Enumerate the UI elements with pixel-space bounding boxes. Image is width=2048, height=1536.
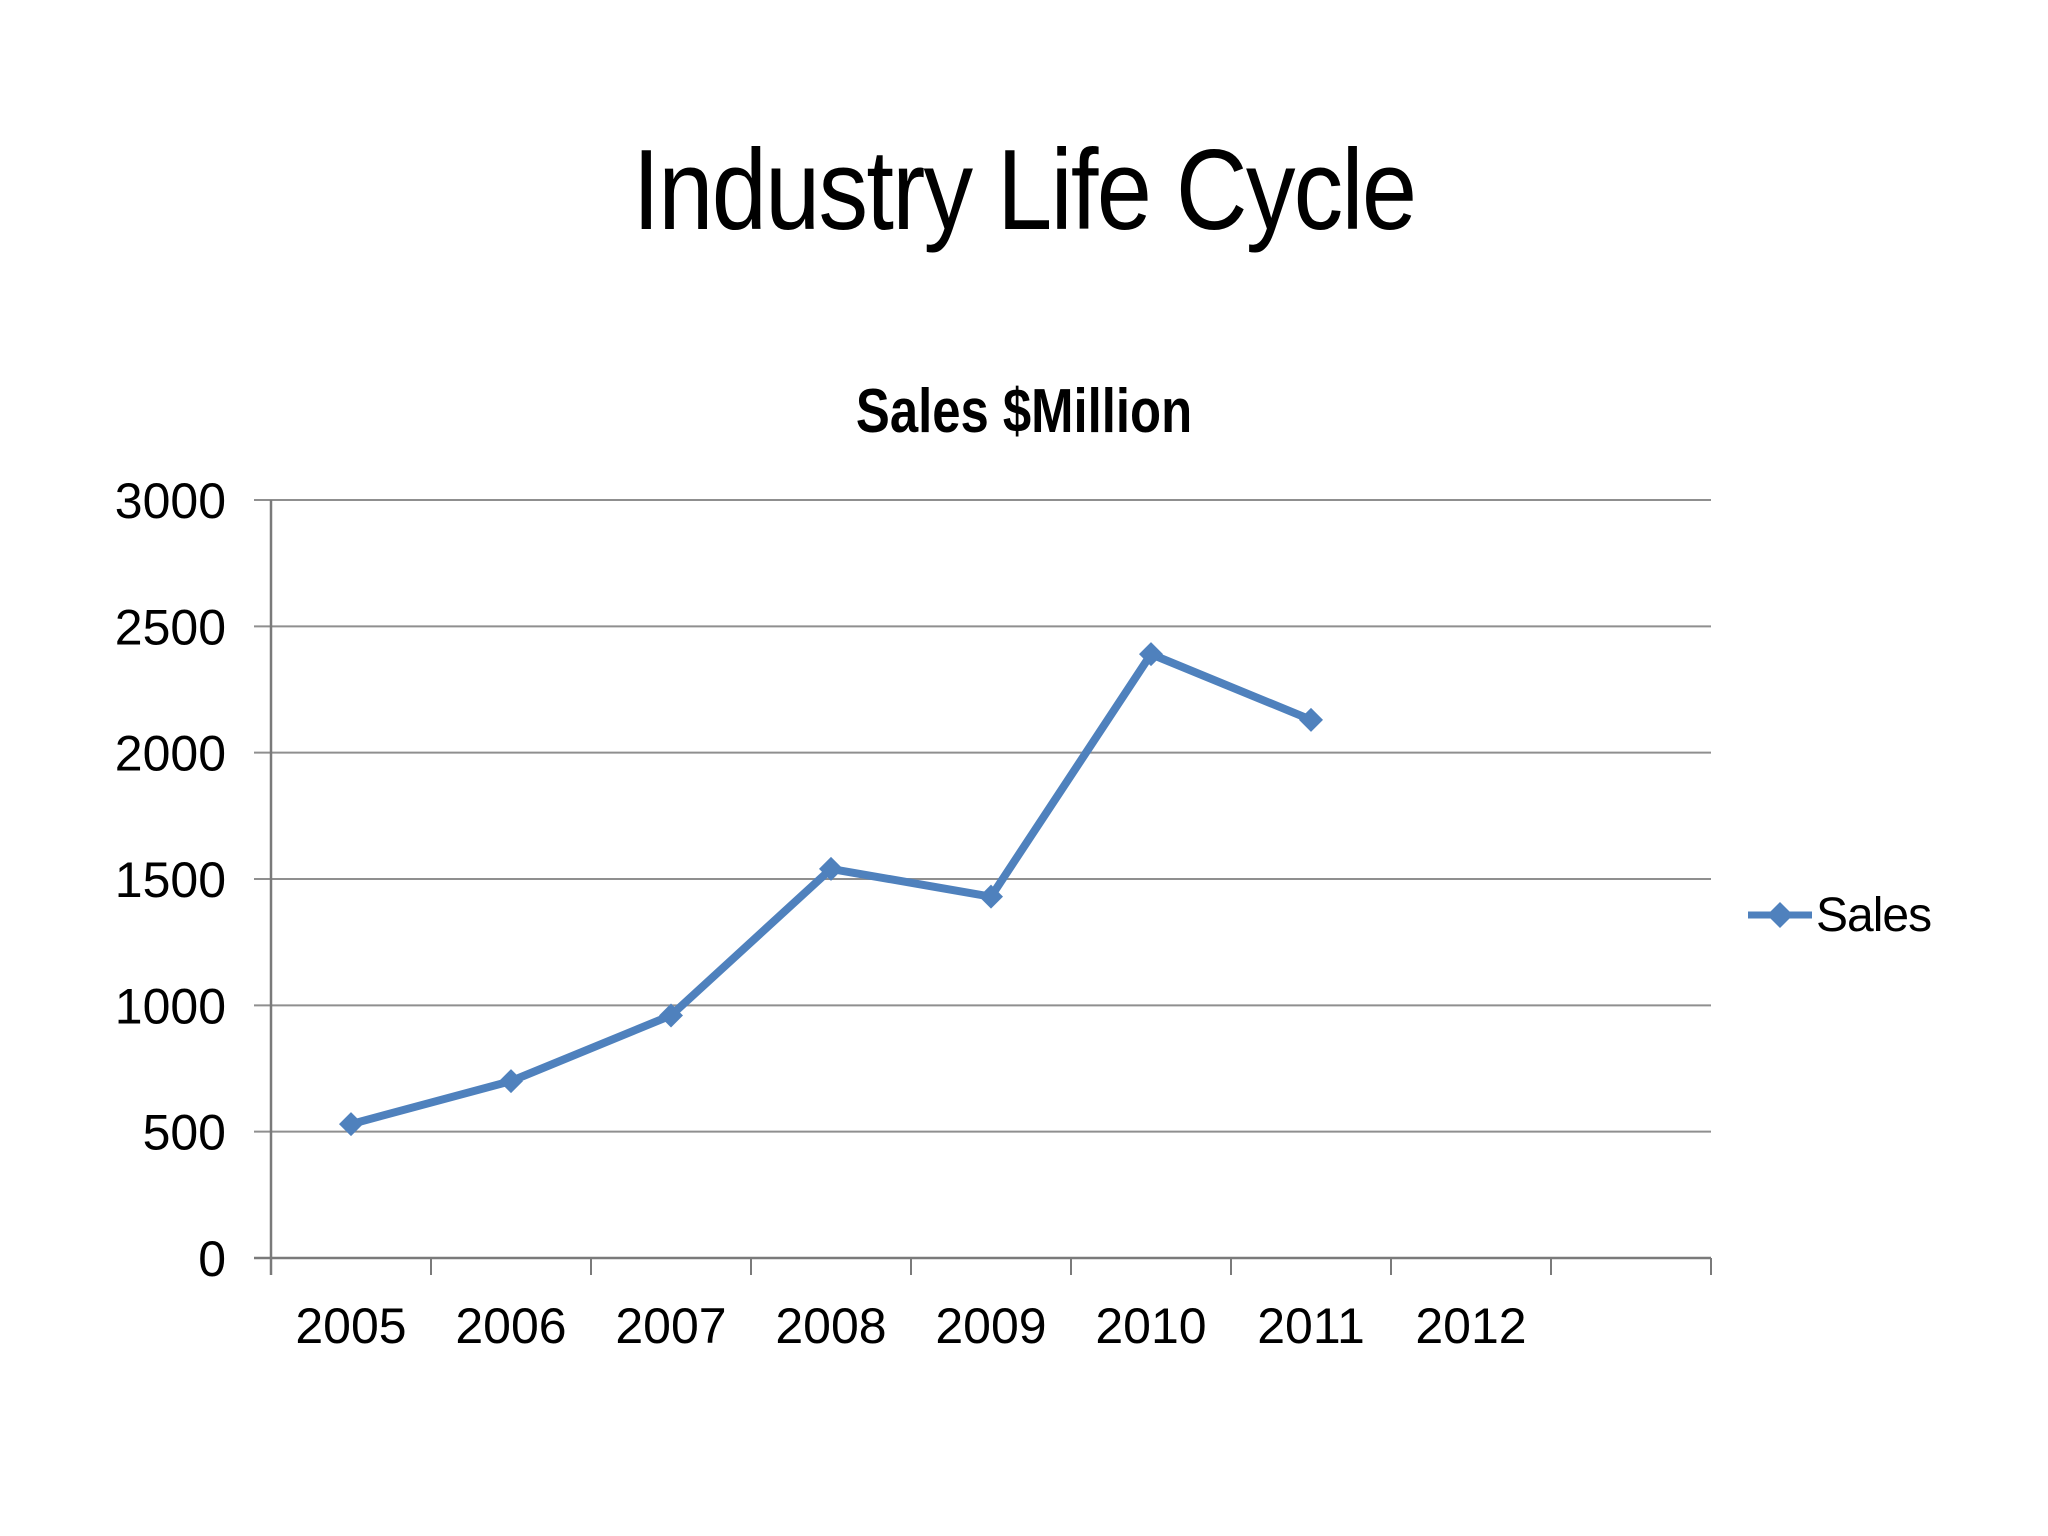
x-tick-label-2009: 2009 <box>935 1298 1046 1354</box>
y-tick-label-2000: 2000 <box>115 726 226 782</box>
y-tick-label-1500: 1500 <box>115 852 226 908</box>
x-tick-label-2010: 2010 <box>1095 1298 1206 1354</box>
legend-diamond-icon <box>1767 902 1793 928</box>
data-point-sales-2006 <box>499 1069 523 1094</box>
y-tick-label-2500: 2500 <box>115 599 226 655</box>
data-point-sales-2011 <box>1299 707 1323 732</box>
legend: Sales <box>1746 885 1932 945</box>
chart-title-text: Sales $Million <box>855 377 1193 446</box>
data-point-sales-2007 <box>659 1003 683 1028</box>
x-tick-label-2006: 2006 <box>455 1298 566 1354</box>
data-point-sales-2005 <box>339 1112 363 1137</box>
data-point-sales-2008 <box>819 856 843 881</box>
series-line-sales <box>347 650 1315 1129</box>
y-tick-label-0: 0 <box>198 1231 226 1287</box>
page-title: Industry Life Cycle <box>0 127 2048 254</box>
data-point-sales-2010 <box>1139 642 1163 667</box>
x-tick-label-2012: 2012 <box>1415 1298 1526 1354</box>
x-tick-label-2005: 2005 <box>295 1298 406 1354</box>
page-title-text: Industry Life Cycle <box>632 127 1417 254</box>
x-tick-label-2011: 2011 <box>1257 1298 1365 1354</box>
chart-title: Sales $Million <box>0 377 2048 446</box>
legend-label: Sales <box>1816 888 1932 942</box>
y-tick-label-500: 500 <box>143 1105 226 1161</box>
y-tick-label-1000: 1000 <box>115 978 226 1034</box>
x-tick-label-2008: 2008 <box>775 1298 886 1354</box>
x-tick-label-2007: 2007 <box>615 1298 726 1354</box>
y-tick-label-3000: 3000 <box>115 473 226 529</box>
data-point-sales-2009 <box>979 884 1003 909</box>
legend-sales-marker-icon <box>1748 902 1812 928</box>
